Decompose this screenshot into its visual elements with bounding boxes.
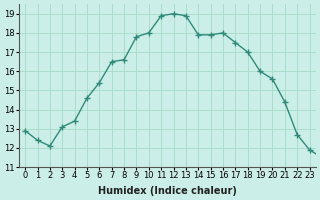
X-axis label: Humidex (Indice chaleur): Humidex (Indice chaleur) [98,186,237,196]
